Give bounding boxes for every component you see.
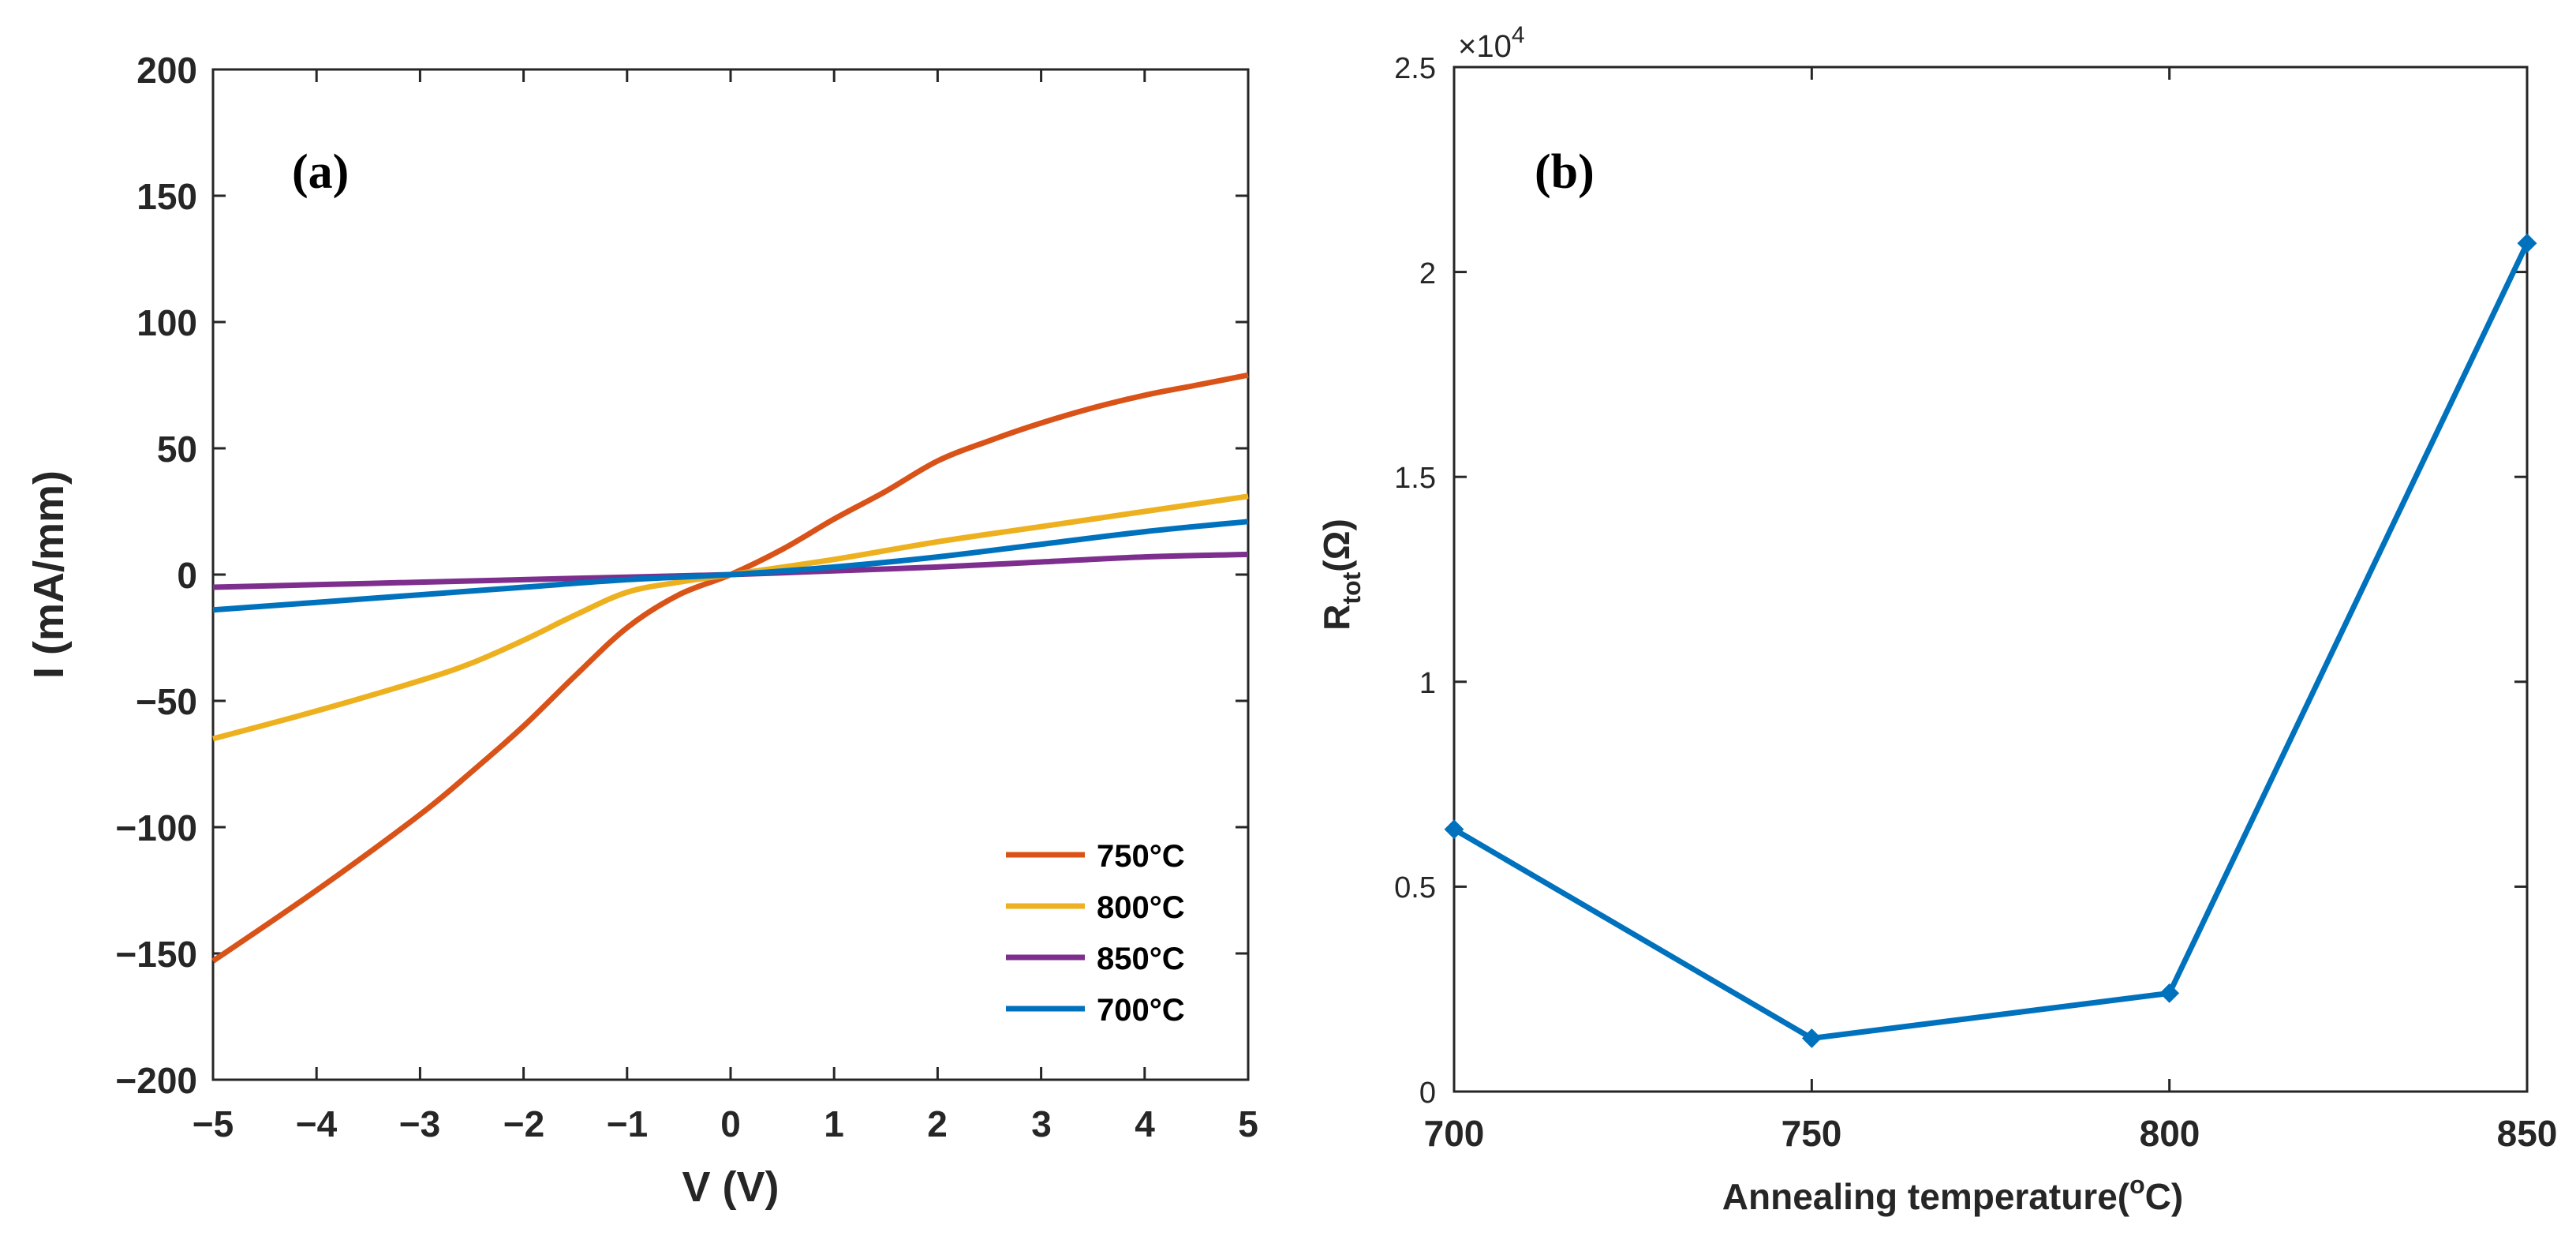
chart-b: 2.5 2 1.5 1 0.5 0 700 750 800 850 ×104 A… bbox=[1316, 22, 2557, 1217]
y-tick-label: 50 bbox=[157, 429, 197, 470]
x-tick-label: −2 bbox=[503, 1103, 544, 1144]
y-tick-label: 2 bbox=[1419, 257, 1436, 290]
y-tick-label: 0.5 bbox=[1394, 871, 1436, 905]
series-lines-a bbox=[211, 372, 1249, 964]
panel-label-b: (b) bbox=[1535, 145, 1595, 199]
y-tick-label: −150 bbox=[115, 934, 197, 975]
y-tick-label: 0 bbox=[1419, 1077, 1436, 1110]
x-tick-label: 1 bbox=[824, 1103, 844, 1144]
y-tick-label: 1 bbox=[1419, 667, 1436, 700]
x-axis-label-b: Annealing temperature(oC) bbox=[1722, 1170, 2183, 1217]
y-tick-label: −200 bbox=[115, 1060, 197, 1101]
plot-area-b bbox=[1453, 66, 2529, 1093]
x-tick-label: 800 bbox=[2140, 1113, 2200, 1154]
x-tick-label: −1 bbox=[607, 1103, 648, 1144]
x-tick-label: 0 bbox=[720, 1103, 741, 1144]
data-point bbox=[1801, 1028, 1822, 1048]
ticks-a bbox=[211, 68, 1250, 1081]
y-tick-label: 100 bbox=[136, 302, 197, 343]
x-tick-label: −5 bbox=[193, 1103, 234, 1144]
x-tick-label: 850 bbox=[2497, 1113, 2558, 1154]
y-tick-label: 200 bbox=[136, 50, 197, 91]
y-axis-multiplier-b: ×104 bbox=[1458, 22, 1525, 64]
y-tick-label: 150 bbox=[136, 176, 197, 217]
x-tick-labels-a: −5 −4 −3 −2 −1 0 1 2 3 4 5 bbox=[193, 1103, 1258, 1144]
legend-label: 800°C bbox=[1097, 890, 1185, 925]
ticks-b bbox=[1453, 66, 2529, 1093]
panel-label-a: (a) bbox=[292, 145, 349, 199]
data-point bbox=[2159, 983, 2180, 1003]
series-line-b bbox=[1453, 242, 2530, 1041]
series-line-1 bbox=[212, 493, 1249, 742]
x-tick-label: −3 bbox=[399, 1103, 440, 1144]
x-tick-label: 750 bbox=[1782, 1113, 1842, 1154]
y-tick-label: −50 bbox=[136, 681, 197, 722]
legend-label: 700°C bbox=[1097, 993, 1185, 1028]
x-tick-label: 2 bbox=[927, 1103, 948, 1144]
y-tick-labels-b: 2.5 2 1.5 1 0.5 0 bbox=[1394, 52, 1436, 1110]
legend-label: 850°C bbox=[1097, 942, 1185, 976]
y-axis-label-b: Rtot(Ω) bbox=[1316, 519, 1366, 631]
y-tick-label: 0 bbox=[177, 555, 197, 596]
series-line-3 bbox=[212, 519, 1249, 613]
legend-a: 750°C 800°C 850°C 700°C bbox=[1006, 839, 1185, 1028]
y-tick-label: 2.5 bbox=[1394, 52, 1436, 85]
x-tick-label: 5 bbox=[1238, 1103, 1258, 1144]
x-tick-label: 4 bbox=[1135, 1103, 1155, 1144]
x-tick-label: 3 bbox=[1031, 1103, 1052, 1144]
chart-a: 200 150 100 50 0 −50 −100 −150 −200 −5 −… bbox=[25, 50, 1258, 1211]
x-axis-label-a: V (V) bbox=[682, 1163, 779, 1211]
y-tick-labels-a: 200 150 100 50 0 −50 −100 −150 −200 bbox=[115, 50, 197, 1101]
series-line-0 bbox=[211, 372, 1249, 964]
x-tick-label: 700 bbox=[1424, 1113, 1485, 1154]
y-tick-label: −100 bbox=[115, 807, 197, 848]
data-point bbox=[2517, 233, 2537, 253]
y-tick-label: 1.5 bbox=[1394, 462, 1436, 495]
x-tick-label: −4 bbox=[296, 1103, 338, 1144]
data-points-b bbox=[1444, 233, 2537, 1048]
data-point bbox=[1444, 819, 1464, 840]
y-axis-label-a: I (mA/mm) bbox=[25, 470, 73, 679]
legend-label: 750°C bbox=[1097, 839, 1185, 874]
series-line-rtot bbox=[1453, 242, 2530, 1041]
x-tick-labels-b: 700 750 800 850 bbox=[1424, 1113, 2558, 1154]
